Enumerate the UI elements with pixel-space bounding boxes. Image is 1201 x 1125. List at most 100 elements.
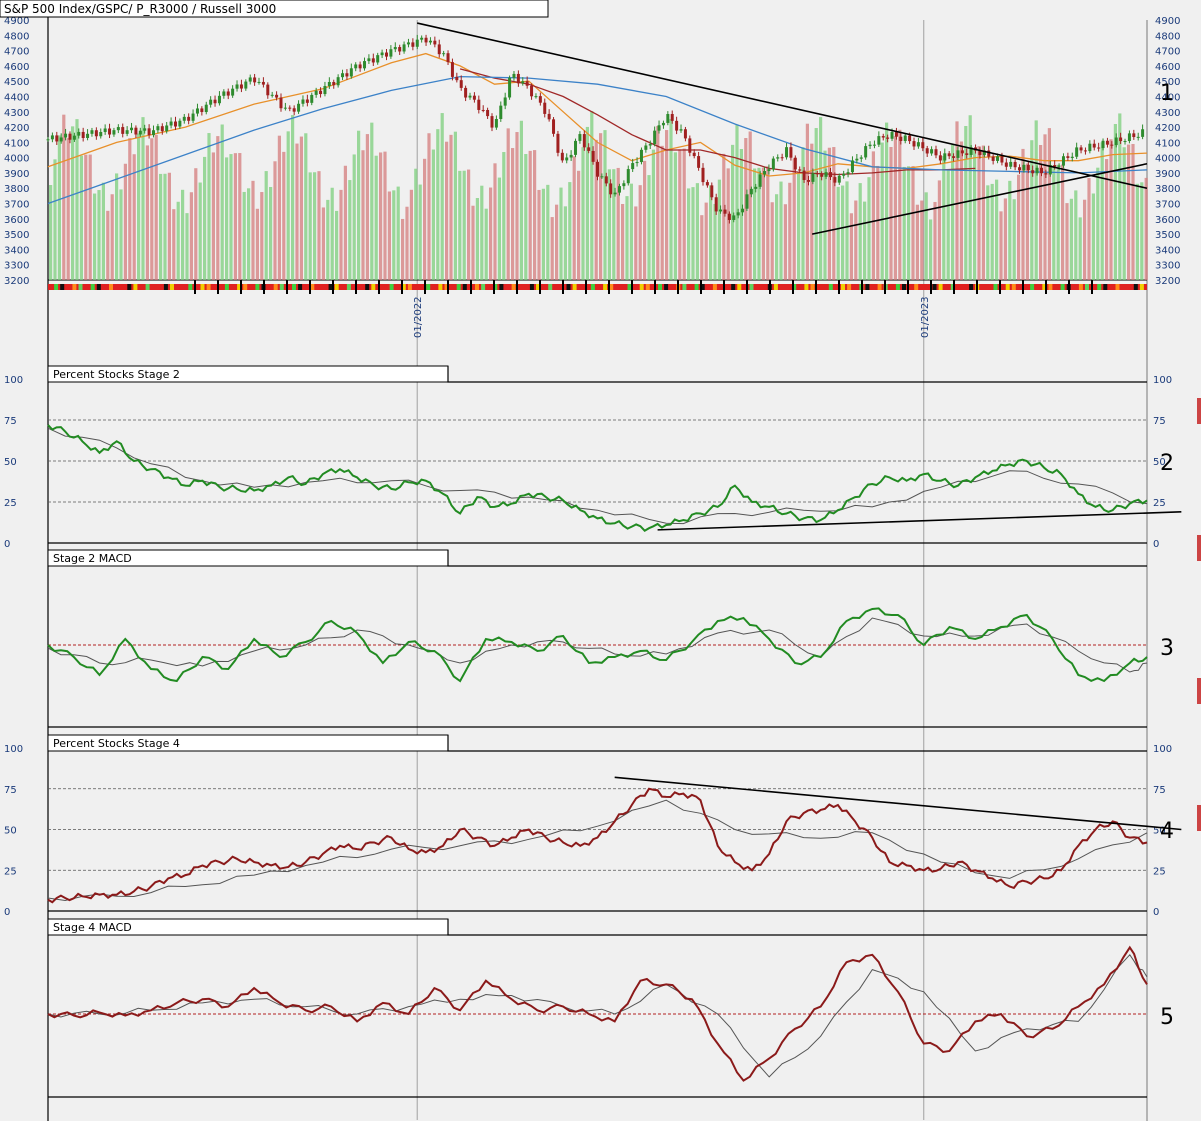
volume-bar xyxy=(515,132,519,280)
indicator-strip-segment xyxy=(828,284,833,290)
candle-body xyxy=(437,44,441,55)
volume-bar xyxy=(308,172,312,280)
candle-body xyxy=(472,95,476,100)
volume-bar xyxy=(203,156,207,280)
candle-body xyxy=(622,183,626,187)
indicator-strip-segment xyxy=(956,284,961,290)
candle-body xyxy=(508,77,512,98)
volume-bar xyxy=(687,188,691,280)
indicator-strip-segment xyxy=(255,284,260,290)
candle-body xyxy=(894,132,898,137)
volume-bar xyxy=(436,129,440,280)
candle-body xyxy=(310,94,314,103)
candle-body xyxy=(868,144,872,147)
indicator-strip-segment xyxy=(572,284,577,290)
volume-bar xyxy=(154,134,158,280)
candle-body xyxy=(565,157,569,161)
y-tick-label: 3700 xyxy=(4,200,29,211)
volume-bar xyxy=(863,201,867,280)
indicator-strip-segment xyxy=(1042,284,1047,290)
candle-body xyxy=(1057,165,1061,167)
candle-body xyxy=(1066,156,1070,158)
candle-body xyxy=(987,150,991,157)
candle-body xyxy=(617,186,621,193)
volume-bar xyxy=(1105,159,1109,280)
indicator-strip-segment xyxy=(499,284,504,290)
candle-body xyxy=(1132,133,1136,138)
volume-bar xyxy=(502,152,506,280)
indicator-strip-segment xyxy=(90,284,95,290)
volume-bar xyxy=(656,126,660,280)
candle-body xyxy=(815,173,819,175)
indicator-strip-segment xyxy=(481,284,486,290)
volume-bar xyxy=(770,202,774,280)
candle-body xyxy=(358,64,362,69)
candle-body xyxy=(798,169,802,171)
y-tick-label: 3800 xyxy=(1155,184,1180,195)
volume-bar xyxy=(643,160,647,280)
indicator-strip-segment xyxy=(810,284,815,290)
candle-body xyxy=(666,114,670,123)
candle-body xyxy=(279,97,283,109)
volume-bar xyxy=(462,170,466,280)
y-tick-label: 3500 xyxy=(4,230,29,241)
volume-bar xyxy=(242,191,246,280)
candle-body xyxy=(749,188,753,195)
indicator-line xyxy=(47,607,1148,683)
candle-body xyxy=(512,73,516,78)
candle-body xyxy=(59,137,63,142)
y-tick-label: 75 xyxy=(4,416,17,427)
candle-body xyxy=(639,149,643,163)
volume-bar xyxy=(959,141,963,280)
volume-bar xyxy=(915,204,919,280)
volume-bar xyxy=(1025,163,1029,280)
y-tick-label: 50 xyxy=(1153,826,1166,837)
indicator-strip-segment xyxy=(206,284,211,290)
candle-body xyxy=(930,149,934,154)
indicator-strip-segment xyxy=(72,284,77,290)
moving-average-line xyxy=(459,68,976,176)
volume-bar xyxy=(458,170,462,280)
volume-bar xyxy=(313,172,317,280)
candle-body xyxy=(754,186,758,189)
volume-bar xyxy=(665,130,669,280)
volume-bar xyxy=(581,147,585,280)
candle-body xyxy=(626,169,630,184)
indicator-strip-segment xyxy=(54,284,59,290)
volume-bar xyxy=(75,119,79,280)
candle-body xyxy=(789,147,793,158)
candle-body xyxy=(209,99,213,105)
volume-bar xyxy=(524,154,528,280)
volume-bar xyxy=(449,134,453,280)
volume-bar xyxy=(735,124,739,281)
volume-bar xyxy=(858,183,862,280)
volume-bar xyxy=(1069,198,1073,280)
candle-body xyxy=(147,128,151,136)
volume-bar xyxy=(189,192,193,280)
volume-bar xyxy=(291,115,295,280)
y-tick-label: 3700 xyxy=(1155,200,1180,211)
candle-body xyxy=(965,153,969,155)
indicator-strip-segment xyxy=(151,284,156,290)
indicator-strip-segment xyxy=(420,284,425,290)
candle-body xyxy=(270,94,274,96)
candle-body xyxy=(596,161,599,177)
volume-bar xyxy=(405,206,409,280)
indicator-strip-segment xyxy=(163,284,168,290)
candle-body xyxy=(490,116,494,128)
volume-bar xyxy=(1056,164,1060,280)
volume-bar xyxy=(766,166,770,280)
volume-bar xyxy=(590,111,594,280)
y-tick-label: 3600 xyxy=(1155,215,1180,226)
volume-bar xyxy=(238,153,242,280)
candle-body xyxy=(903,135,907,141)
candle-body xyxy=(587,147,591,151)
volume-bar xyxy=(286,131,290,280)
volume-bar xyxy=(370,122,374,280)
candle-body xyxy=(46,139,50,141)
indicator-strip-segment xyxy=(188,284,193,290)
candle-body xyxy=(195,108,199,114)
volume-bar xyxy=(691,187,695,280)
volume-bar xyxy=(616,167,620,280)
